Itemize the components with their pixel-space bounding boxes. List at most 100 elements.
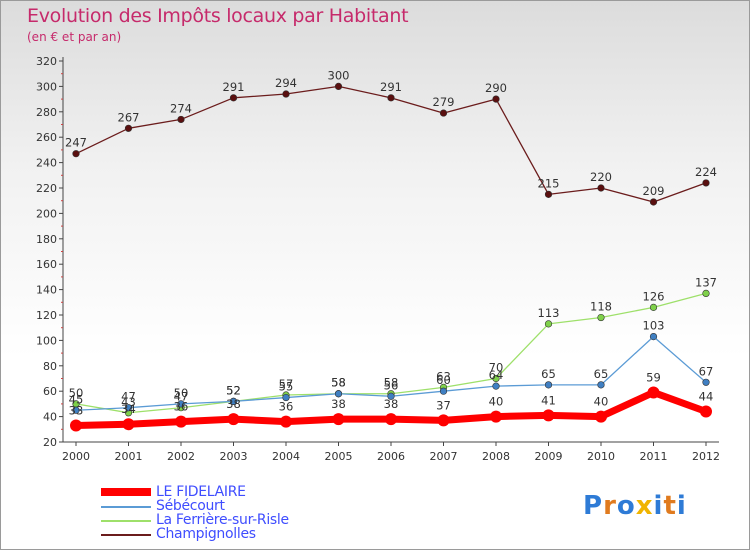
data-label-sebecourt: 55 (279, 380, 294, 394)
data-label-la-ferriere-sur-risle: 43 (121, 395, 136, 409)
data-point-champignolles (72, 150, 80, 158)
y-tick-label: 60 (43, 385, 57, 398)
x-tick-label: 2004 (272, 450, 300, 463)
legend-label-le-fidelaire: LE FIDELAIRE (156, 484, 246, 500)
data-label-sebecourt: 64 (489, 368, 504, 382)
data-label-champignolles: 220 (590, 170, 612, 184)
data-point-le-fidelaire (490, 410, 502, 423)
legend-swatch-la-ferriere (101, 520, 151, 522)
data-label-champignolles: 274 (170, 101, 192, 115)
data-label-la-ferriere-sur-risle: 118 (590, 300, 612, 314)
data-label-la-ferriere-sur-risle: 57 (279, 377, 294, 391)
x-tick-label: 2008 (482, 450, 510, 463)
data-point-champignolles (177, 115, 185, 124)
data-point-le-fidelaire (70, 419, 82, 432)
data-label-champignolles: 294 (275, 76, 297, 90)
y-tick-label: 280 (36, 106, 57, 119)
data-point-sebecourt (387, 392, 395, 400)
logo-letter: P (583, 491, 604, 521)
data-label-le-fidelaire: 41 (541, 393, 556, 407)
data-label-sebecourt: 65 (541, 367, 556, 381)
y-tick-label: 220 (36, 182, 57, 195)
x-tick-label: 2001 (115, 450, 143, 463)
y-tick-label: 120 (36, 309, 57, 322)
data-label-sebecourt: 52 (226, 383, 241, 397)
data-label-la-ferriere-sur-risle: 52 (226, 383, 241, 397)
data-point-sebecourt (282, 393, 290, 402)
data-label-la-ferriere-sur-risle: 47 (174, 390, 189, 404)
data-label-champignolles: 224 (695, 165, 717, 179)
data-label-le-fidelaire: 38 (331, 397, 346, 411)
data-point-le-fidelaire (175, 415, 187, 428)
x-tick-label: 2000 (62, 450, 90, 463)
x-tick-label: 2010 (587, 450, 615, 463)
logo-letter: r (603, 491, 617, 521)
data-point-la-ferriere-sur-risle (649, 303, 658, 311)
data-label-la-ferriere-sur-risle: 70 (489, 361, 504, 375)
logo-letter: x (635, 491, 654, 521)
data-point-le-fidelaire (122, 418, 135, 431)
legend-label-champignolles: Champignolles (156, 526, 256, 542)
data-label-le-fidelaire: 36 (279, 400, 294, 414)
data-point-la-ferriere-sur-risle (492, 374, 500, 383)
data-point-sebecourt (649, 332, 658, 341)
y-tick-label: 140 (36, 284, 57, 297)
data-point-champignolles (229, 94, 238, 102)
data-point-champignolles (439, 109, 448, 117)
data-label-le-fidelaire: 36 (174, 400, 189, 414)
data-point-le-fidelaire (437, 414, 450, 427)
proxiti-logo: Proxiti (583, 491, 687, 521)
data-point-le-fidelaire (332, 413, 345, 426)
data-label-sebecourt: 65 (594, 367, 609, 381)
data-label-le-fidelaire: 38 (226, 397, 241, 411)
data-point-champignolles (597, 184, 605, 192)
data-label-sebecourt: 58 (331, 376, 346, 390)
data-point-le-fidelaire (595, 410, 607, 423)
x-tick-label: 2007 (430, 450, 458, 463)
x-tick-label: 2009 (535, 450, 563, 463)
data-point-la-ferriere-sur-risle (597, 313, 605, 322)
x-tick-label: 2002 (167, 450, 195, 463)
data-point-le-fidelaire (280, 415, 292, 428)
data-point-le-fidelaire (700, 405, 712, 418)
y-tick-label: 320 (36, 55, 57, 68)
logo-letter: i (653, 491, 664, 521)
data-label-le-fidelaire: 59 (646, 370, 661, 384)
y-tick-label: 20 (43, 436, 57, 449)
data-label-champignolles: 247 (65, 136, 87, 150)
y-tick-label: 80 (43, 360, 57, 373)
data-point-sebecourt (334, 390, 343, 398)
chart-subtitle: (en € et par an) (27, 30, 122, 44)
data-label-champignolles: 267 (118, 110, 140, 124)
data-point-champignolles (282, 90, 290, 98)
data-label-la-ferriere-sur-risle: 58 (384, 376, 399, 390)
data-point-la-ferriere-sur-risle (702, 289, 710, 298)
data-point-sebecourt (544, 381, 553, 389)
data-label-sebecourt: 67 (699, 364, 714, 378)
legend-swatch-champignolles (101, 534, 151, 536)
data-point-champignolles (702, 179, 710, 187)
data-label-sebecourt: 45 (69, 392, 84, 406)
y-tick-label: 200 (36, 207, 57, 220)
data-point-champignolles (649, 198, 658, 206)
data-point-sebecourt (439, 387, 448, 395)
data-label-la-ferriere-sur-risle: 126 (643, 289, 665, 303)
data-label-le-fidelaire: 44 (699, 390, 714, 404)
data-label-champignolles: 291 (223, 80, 245, 94)
logo-letter: i (676, 491, 687, 521)
x-tick-label: 2012 (692, 450, 720, 463)
chart-title: Evolution des Impôts locaux par Habitant (27, 5, 409, 27)
data-point-sebecourt (177, 400, 185, 408)
data-label-sebecourt: 103 (643, 319, 665, 333)
data-label-sebecourt: 60 (436, 373, 451, 387)
data-label-champignolles: 300 (328, 68, 350, 82)
legend-swatch-le-fidelaire (101, 488, 151, 496)
x-tick-label: 2011 (640, 450, 668, 463)
y-tick-label: 40 (43, 411, 57, 424)
y-tick-label: 240 (36, 157, 57, 170)
y-tick-label: 180 (36, 233, 57, 246)
legend-label-sebecourt: Sébécourt (156, 498, 225, 514)
data-label-le-fidelaire: 33 (69, 403, 84, 417)
